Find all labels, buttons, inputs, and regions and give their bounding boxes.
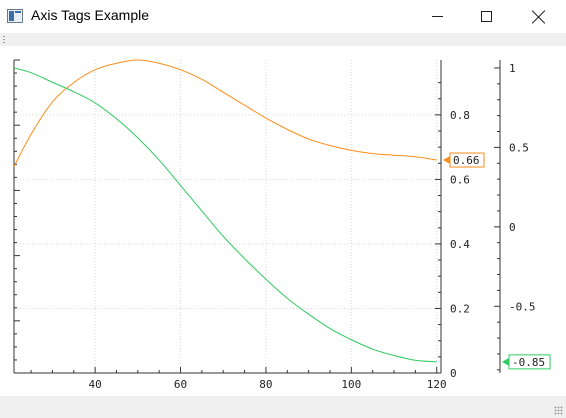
toolbar-grip-handle[interactable] bbox=[3, 36, 5, 43]
x-tick-label: 80 bbox=[259, 378, 272, 391]
minimize-icon bbox=[431, 16, 443, 17]
close-icon bbox=[532, 10, 546, 24]
y-outer-tick-label: -0.5 bbox=[509, 300, 536, 313]
series-line-1 bbox=[13, 67, 437, 363]
maximize-button[interactable] bbox=[463, 0, 509, 33]
series-line-0 bbox=[13, 59, 437, 167]
y-inner-tick-label: 0.4 bbox=[450, 238, 470, 251]
size-grip-icon[interactable] bbox=[554, 406, 563, 415]
maximize-icon bbox=[480, 11, 492, 22]
y-inner-tick-label: 0.2 bbox=[450, 302, 470, 315]
window-title: Axis Tags Example bbox=[31, 7, 150, 23]
close-button[interactable] bbox=[516, 0, 562, 33]
y-inner-tick-label: 0 bbox=[450, 367, 457, 380]
series-tag-arrow-1 bbox=[502, 357, 509, 366]
title-bar: Axis Tags Example bbox=[0, 0, 566, 33]
series-tag-label-0: 0.66 bbox=[453, 154, 480, 167]
y-inner-tick-label: 0.6 bbox=[450, 173, 470, 186]
toolbar bbox=[0, 33, 566, 46]
x-tick-label: 40 bbox=[89, 378, 102, 391]
x-tick-label: 100 bbox=[341, 378, 361, 391]
y-inner-tick-label: 0.8 bbox=[450, 109, 470, 122]
series-tag-arrow-0 bbox=[443, 156, 450, 165]
minimize-button[interactable] bbox=[414, 0, 460, 33]
chart-view[interactable]: 40 60 80 100 120 0 0.2 0.4 0.6 0.8 -0.5 0 0.5 1 0.66 -0… bbox=[0, 46, 566, 396]
chart-svg: 40 60 80 100 12000.20.40.60.8-0.500.510.66-0… bbox=[13, 59, 551, 391]
series-tag-label-1: -0.85 bbox=[512, 356, 545, 369]
x-tick-label: 60 bbox=[174, 378, 187, 391]
y-outer-tick-label: 0.5 bbox=[509, 141, 529, 154]
y-outer-tick-label: 1 bbox=[509, 62, 516, 75]
window-app-icon bbox=[7, 9, 23, 23]
y-outer-tick-label: 0 bbox=[509, 221, 516, 234]
x-tick-label: 120 bbox=[427, 378, 447, 391]
status-bar bbox=[0, 396, 566, 418]
series-tag-box-0 bbox=[449, 152, 485, 168]
series-tag-box-1 bbox=[508, 354, 551, 370]
